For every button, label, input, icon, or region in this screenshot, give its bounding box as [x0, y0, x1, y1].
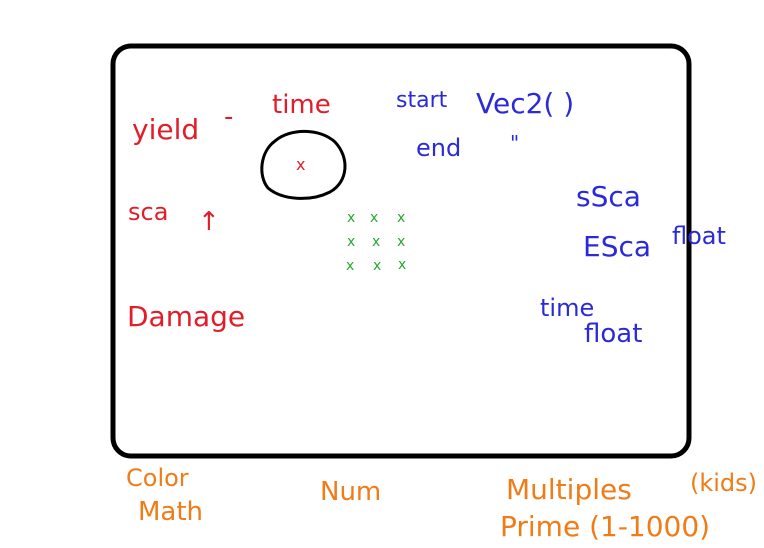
note-yield: yield [132, 113, 199, 146]
grid-mark: x [397, 210, 405, 226]
grid-mark: x [370, 210, 378, 226]
grid-mark: x [346, 258, 354, 274]
note-dash: - [224, 102, 233, 132]
grid-mark: x [347, 210, 355, 226]
note-math: Math [138, 497, 203, 527]
note-time-blue: time [540, 294, 594, 322]
note-vec2: Vec2( ) [476, 87, 574, 120]
note-ditto: " [510, 131, 519, 155]
grid-mark: x [347, 234, 355, 250]
frame-rectangle [110, 43, 692, 459]
note-num: Num [320, 477, 381, 507]
note-float-1: float [672, 222, 726, 250]
blob-outline [260, 129, 347, 200]
note-color: Color [126, 464, 189, 492]
grid-mark: x [372, 234, 380, 250]
note-damage: Damage [127, 300, 245, 333]
note-prime: Prime (1-1000) [500, 510, 710, 543]
note-s-sca: sSca [576, 180, 641, 213]
note-time-red: time [272, 90, 331, 120]
green-mark-grid: x x x x x x x x x [346, 210, 406, 274]
note-kids: (kids) [690, 469, 757, 497]
grid-mark: x [397, 234, 405, 250]
note-end: end [416, 134, 461, 162]
note-sca: sca [128, 198, 168, 226]
note-multiples: Multiples [506, 473, 632, 506]
note-up-arrow: ↑ [198, 207, 220, 237]
note-float-2: float [584, 319, 642, 349]
note-e-sca: ESca [583, 230, 651, 263]
grid-mark: x [373, 258, 381, 274]
blob-target-mark: x [296, 155, 305, 174]
grid-mark: x [398, 257, 406, 273]
note-start: start [396, 88, 448, 113]
